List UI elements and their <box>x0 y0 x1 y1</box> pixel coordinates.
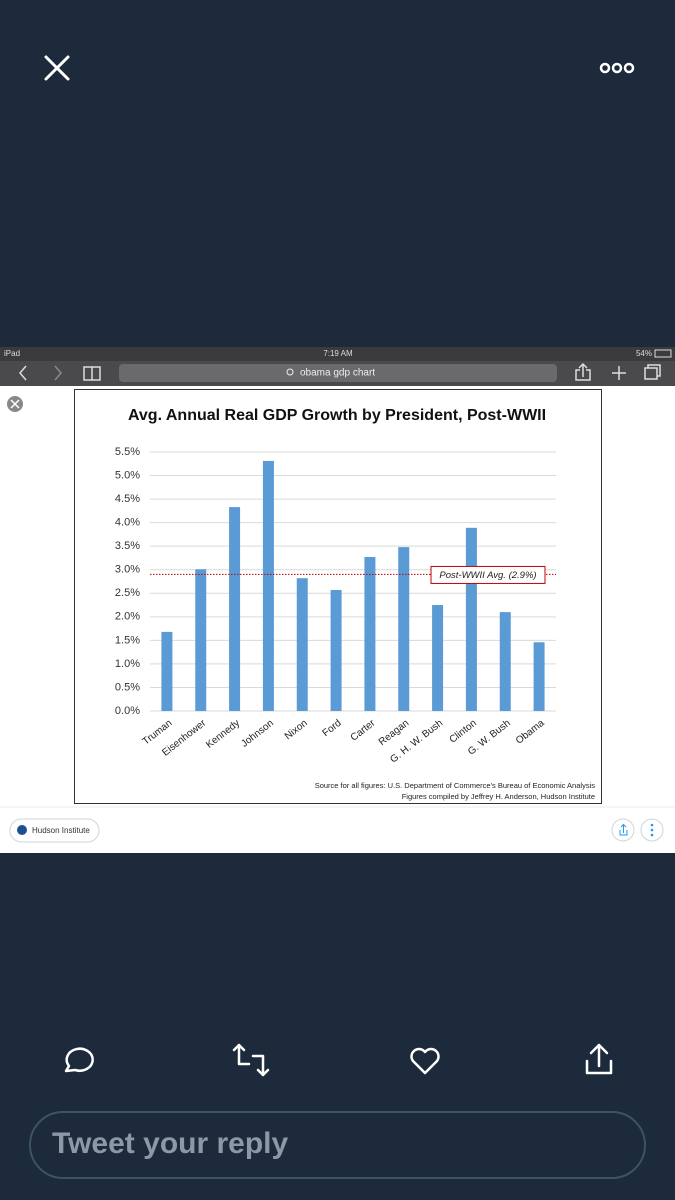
y-tick-label: 4.5% <box>115 493 140 505</box>
y-tick-label: 0.0% <box>115 705 140 717</box>
bar <box>330 589 342 711</box>
retweet-button[interactable] <box>232 1043 270 1077</box>
time: 7:19 AM <box>323 349 353 358</box>
toolbar-icons[interactable] <box>19 362 661 381</box>
y-tick-label: 4.0% <box>115 517 140 529</box>
bar <box>533 642 545 711</box>
chart-title: Avg. Annual Real GDP Growth by President… <box>128 407 546 424</box>
source-pill[interactable] <box>9 818 100 843</box>
bar <box>161 631 173 711</box>
like-button[interactable] <box>410 1047 440 1075</box>
reply-button[interactable] <box>64 1047 94 1073</box>
bar <box>262 460 274 711</box>
reply-placeholder: Tweet your reply <box>52 1127 288 1160</box>
reference-label-box <box>430 565 546 584</box>
y-tick-label: 3.0% <box>115 564 140 576</box>
y-tick-label: 5.5% <box>115 446 140 458</box>
dismiss-icon <box>10 399 20 409</box>
y-tick-label: 1.0% <box>115 658 140 670</box>
more-button[interactable] <box>599 62 635 74</box>
y-tick-label: 1.5% <box>115 634 140 646</box>
bar <box>229 507 241 711</box>
search-icon <box>286 368 294 376</box>
device: iPad <box>4 349 20 358</box>
source-icon <box>17 825 27 835</box>
source-note: Figures compiled by Jeffrey H. Anderson,… <box>402 792 595 801</box>
reference-label: Post-WWII Avg. (2.9%) <box>439 570 536 581</box>
reply-box[interactable] <box>29 1111 646 1179</box>
y-tick-label: 5.0% <box>115 469 140 481</box>
source-name: Hudson Institute <box>32 826 90 835</box>
address-bar[interactable] <box>119 364 557 382</box>
share-button[interactable] <box>585 1043 613 1075</box>
y-tick-label: 0.5% <box>115 681 140 693</box>
bar <box>296 578 308 711</box>
battery-icon <box>654 349 672 358</box>
close-button[interactable] <box>44 55 70 81</box>
status-bar <box>0 347 675 361</box>
bar <box>398 547 410 711</box>
y-tick-label: 2.0% <box>115 611 140 623</box>
more-dots <box>650 823 654 837</box>
y-tick-label: 2.5% <box>115 587 140 599</box>
source-note: Source for all figures: U.S. Department … <box>315 781 596 790</box>
bar <box>432 605 444 711</box>
bar <box>195 569 207 711</box>
y-tick-label: 3.5% <box>115 540 140 552</box>
search-text: obama gdp chart <box>300 368 375 379</box>
bar <box>465 527 477 711</box>
bar <box>499 612 511 711</box>
bar <box>364 557 376 711</box>
share-card-icon <box>619 823 628 836</box>
battery: 54% <box>636 349 652 358</box>
